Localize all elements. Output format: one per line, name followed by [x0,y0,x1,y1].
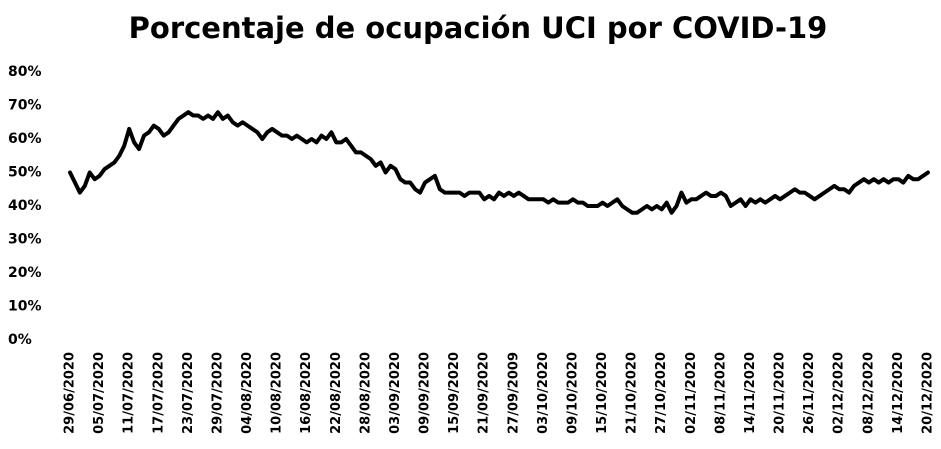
y-tick-label: 20% [8,265,42,281]
x-tick-label: 20/12/2020 [921,352,936,434]
x-tick-label: 03/09/2020 [388,352,403,434]
x-tick-label: 27/10/2020 [654,352,669,434]
y-tick-label: 30% [8,232,42,248]
x-tick-label: 08/11/2020 [713,352,728,434]
x-tick-label: 17/07/2020 [151,352,166,434]
chart-title: Porcentaje de ocupación UCI por COVID-19 [129,11,828,45]
x-tick-label: 29/06/2020 [63,352,78,434]
x-tick-label: 02/11/2020 [684,352,699,434]
y-tick-label: 0% [8,332,32,348]
x-tick-label: 14/11/2020 [743,352,758,434]
x-tick-label: 15/10/2020 [595,352,610,434]
x-tick-label: 16/08/2020 [299,352,314,434]
x-tick-label: 29/07/2020 [210,352,225,434]
x-tick-label: 26/11/2020 [802,352,817,434]
x-tick-label: 11/07/2020 [122,352,137,434]
x-tick-label: 03/10/2020 [536,352,551,434]
x-tick-label: 20/11/2020 [773,352,788,434]
x-tick-label: 27/09/2009 [506,352,521,434]
x-tick-label: 09/09/2020 [418,352,433,434]
x-tick-label: 04/08/2020 [240,352,255,434]
y-tick-label: 10% [8,299,42,315]
x-tick-label: 21/10/2020 [625,352,640,434]
x-tick-label: 02/12/2020 [832,352,847,434]
x-tick-label: 09/10/2020 [565,352,580,434]
x-tick-label: 05/07/2020 [92,352,107,434]
y-tick-label: 50% [8,165,42,181]
x-tick-label: 28/08/2020 [358,352,373,434]
line [68,110,930,215]
y-tick-label: 80% [8,64,42,80]
x-tick-label: 15/09/2020 [447,352,462,434]
x-tick-label: 21/09/2020 [477,352,492,434]
y-tick-label: 70% [8,98,42,114]
y-tick-label: 60% [8,131,42,147]
x-tick-label: 08/12/2020 [861,352,876,434]
x-tick-label: 23/07/2020 [181,352,196,434]
x-tick-label: 22/08/2020 [329,352,344,434]
x-tick-label: 14/12/2020 [891,352,906,434]
y-tick-label: 40% [8,198,42,214]
x-tick-label: 10/08/2020 [270,352,285,434]
